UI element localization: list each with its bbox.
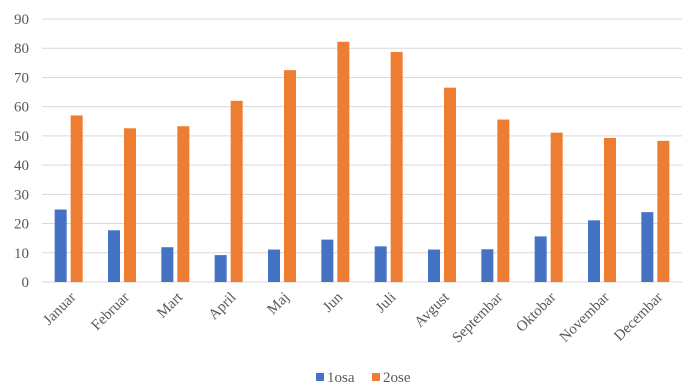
bar-1osa-Juli	[374, 246, 387, 282]
bar-1osa-Februar	[108, 230, 120, 282]
bar-2ose-Decembar	[657, 140, 670, 282]
bar-2ose-Februar	[124, 128, 136, 282]
bar-1osa-Jun	[321, 239, 334, 282]
bar-1osa-Maj	[268, 249, 280, 282]
x-tick-label: Mart	[154, 289, 187, 322]
bar-2ose-Novembar	[604, 137, 616, 282]
bar-1osa-Oktobar	[534, 236, 547, 282]
bar-2ose-Mart	[177, 126, 190, 283]
legend: 1osa 2ose	[316, 370, 411, 386]
x-tick-label: April	[206, 290, 240, 324]
y-tick-label: 30	[14, 187, 29, 203]
bar-1osa-Januar	[54, 209, 67, 282]
x-tick-label: Novembar	[557, 290, 613, 346]
legend-swatch-1osa	[316, 373, 324, 381]
bars	[54, 41, 670, 283]
x-axis-ticks: Januar Februar Mart April Maj Jun Juli AvgustSe…	[40, 289, 666, 346]
x-tick-label: Februar	[89, 290, 133, 334]
legend-label: 1osa	[327, 370, 355, 386]
x-tick-label: Oktobar	[513, 290, 559, 336]
bar-1osa-Septembar	[481, 249, 494, 282]
bar-1osa-Decembar	[641, 212, 654, 282]
bar-2ose-Januar	[70, 115, 83, 282]
bar-2ose-Septembar	[497, 119, 510, 282]
bar-2ose-Oktobar	[550, 132, 563, 282]
y-tick-label: 10	[14, 246, 29, 262]
x-tick-label: Juli	[373, 290, 400, 317]
bar-1osa-Avgust	[428, 249, 440, 282]
x-tick-label: Decembar	[611, 290, 666, 345]
bar-2ose-Maj	[284, 70, 296, 282]
y-tick-label: 80	[14, 41, 29, 57]
bar-1osa-Mart	[161, 247, 174, 282]
gridlines	[42, 18, 682, 283]
bar-2ose-Avgust	[444, 87, 456, 282]
y-tick-label: 70	[14, 70, 29, 86]
x-tick-label: Jun	[320, 289, 346, 315]
x-tick-label: Januar	[40, 290, 79, 329]
bar-2ose-Juli	[390, 52, 403, 282]
y-tick-label: 20	[14, 217, 29, 233]
bar-2ose-Jun	[337, 41, 350, 282]
x-tick-label: Septembar	[449, 290, 506, 347]
x-tick-label: Avgust	[412, 289, 454, 331]
bar-2ose-April	[230, 100, 243, 282]
y-tick-label: 0	[22, 275, 30, 291]
bar-1osa-Novembar	[588, 220, 600, 282]
legend-swatch-2ose	[372, 373, 380, 381]
x-tick-label: Maj	[264, 290, 292, 318]
y-axis-ticks: 0 10 20 30 40 50 60 70 80 90	[14, 12, 29, 291]
bar-1osa-April	[214, 255, 227, 282]
y-tick-label: 40	[14, 158, 29, 174]
y-tick-label: 60	[14, 100, 29, 116]
y-tick-label: 50	[14, 129, 29, 145]
legend-label: 2ose	[383, 370, 411, 386]
y-tick-label: 90	[14, 12, 29, 28]
